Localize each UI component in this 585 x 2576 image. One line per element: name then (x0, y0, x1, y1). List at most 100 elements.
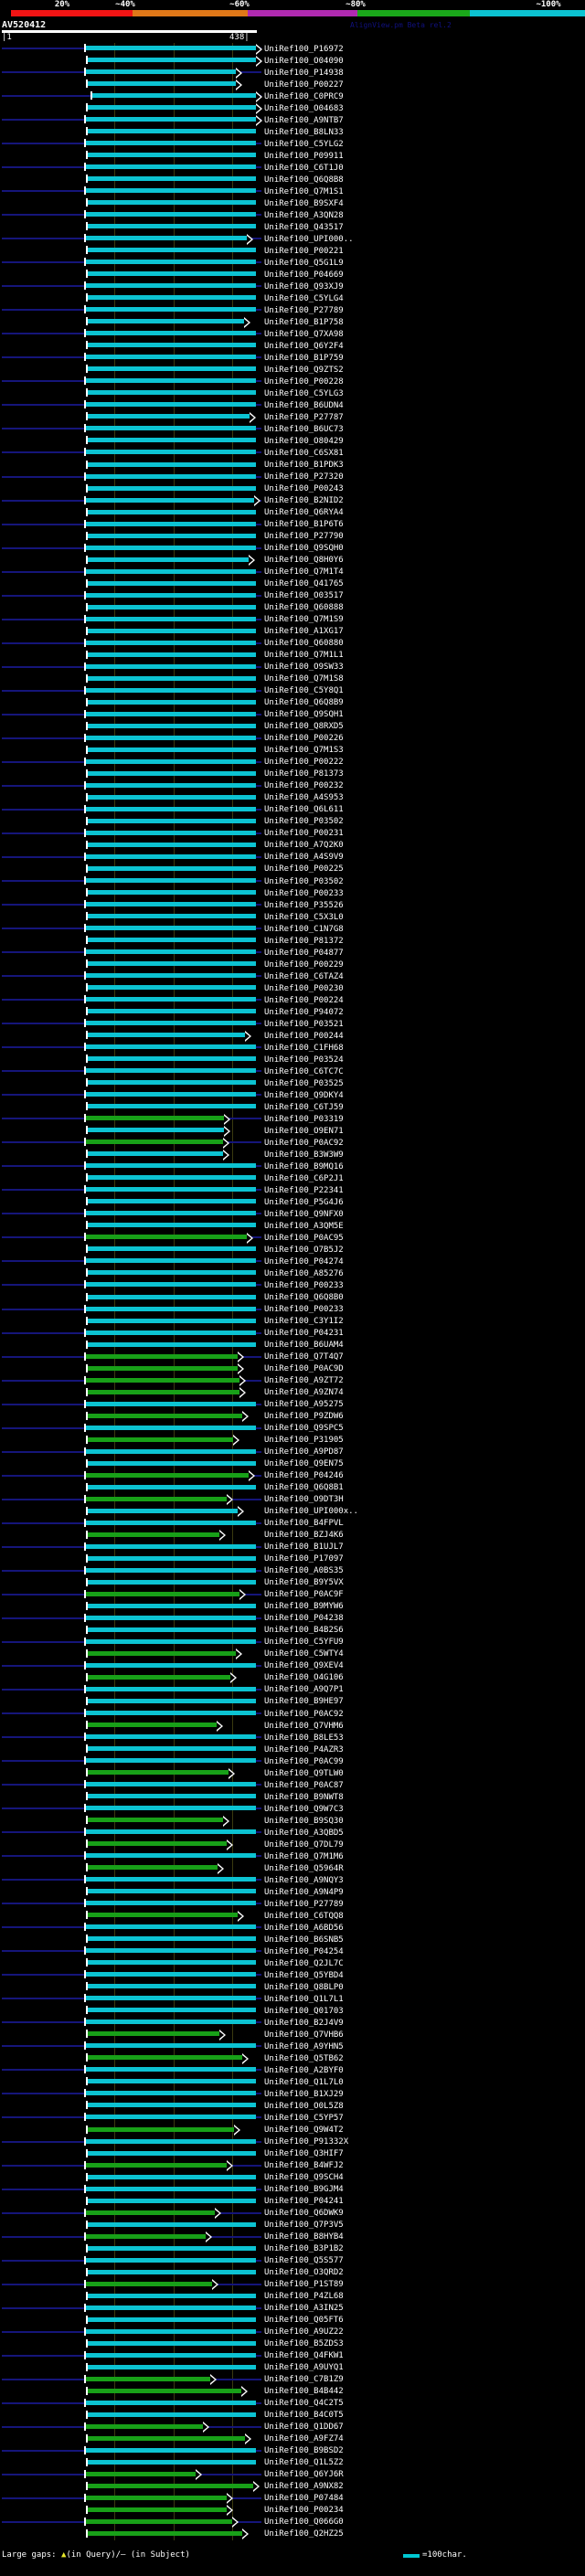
alignment-row[interactable]: UniRef100_B3P1B2 (0, 2243, 585, 2255)
hit-label[interactable]: UniRef100_B9NWT8 (264, 1792, 344, 1802)
alignment-row[interactable]: UniRef100_Q7M1S3 (0, 745, 585, 757)
hit-label[interactable]: UniRef100_A9UYQ1 (264, 2363, 344, 2373)
alignment-bar[interactable] (87, 1698, 256, 1703)
alignment-bar[interactable] (85, 426, 256, 431)
hit-label[interactable]: UniRef100_C0PRC9 (264, 91, 344, 101)
alignment-bar[interactable] (87, 1674, 230, 1680)
alignment-bar[interactable] (87, 1841, 227, 1847)
alignment-row[interactable]: UniRef100_B6UDN4 (0, 399, 585, 411)
alignment-bar[interactable] (85, 545, 256, 550)
alignment-row[interactable]: UniRef100_P81373 (0, 769, 585, 780)
alignment-row[interactable]: UniRef100_Q60888 (0, 602, 585, 614)
alignment-row[interactable]: UniRef100_P03502 (0, 816, 585, 828)
alignment-bar[interactable] (87, 652, 256, 657)
hit-label[interactable]: UniRef100_O03517 (264, 591, 344, 601)
alignment-bar[interactable] (85, 1782, 256, 1787)
alignment-row[interactable]: UniRef100_P03502 (0, 875, 585, 887)
alignment-row[interactable]: UniRef100_Q6Y2F4 (0, 340, 585, 352)
alignment-bar[interactable] (85, 1662, 256, 1668)
alignment-bar[interactable] (87, 794, 256, 800)
alignment-row[interactable]: UniRef100_P00233 (0, 887, 585, 899)
alignment-bar[interactable] (85, 2495, 227, 2500)
alignment-row[interactable]: UniRef100_Q5TB62 (0, 2052, 585, 2064)
alignment-bar[interactable] (87, 865, 256, 871)
alignment-bar[interactable] (87, 1080, 256, 1086)
hit-label[interactable]: UniRef100_P00233 (264, 1280, 344, 1290)
alignment-bar[interactable] (87, 2293, 256, 2298)
hit-label[interactable]: UniRef100_Q6Q8B8 (264, 175, 344, 185)
hit-label[interactable]: UniRef100_P16972 (264, 44, 344, 54)
hit-label[interactable]: UniRef100_P00221 (264, 246, 344, 256)
alignment-row[interactable]: UniRef100_P04246 (0, 1470, 585, 1482)
alignment-row[interactable]: UniRef100_C5Y8Q1 (0, 685, 585, 697)
hit-label[interactable]: UniRef100_Q7M1T4 (264, 567, 344, 578)
alignment-bar[interactable] (85, 473, 256, 479)
alignment-bar[interactable] (87, 319, 244, 324)
alignment-row[interactable]: UniRef100_P0AC95 (0, 1232, 585, 1244)
hit-label[interactable]: UniRef100_C6TC7C (264, 1066, 344, 1076)
alignment-bar[interactable] (85, 2471, 196, 2476)
alignment-bar[interactable] (85, 117, 256, 122)
hit-label[interactable]: UniRef100_Q6Q8B0 (264, 1293, 344, 1302)
alignment-bar[interactable] (87, 914, 256, 919)
alignment-bar[interactable] (85, 1543, 256, 1549)
alignment-row[interactable]: UniRef100_P00221 (0, 245, 585, 257)
alignment-bar[interactable] (87, 2079, 256, 2084)
alignment-bar[interactable] (85, 2186, 256, 2191)
alignment-row[interactable]: UniRef100_Q5964R (0, 1862, 585, 1874)
alignment-bar[interactable] (87, 2530, 242, 2536)
alignment-row[interactable]: UniRef100_Q6L611 (0, 804, 585, 816)
alignment-bar[interactable] (85, 2518, 232, 2524)
alignment-row[interactable]: UniRef100_A4S9V9 (0, 852, 585, 864)
alignment-bar[interactable] (85, 2067, 256, 2072)
alignment-row[interactable]: UniRef100_Q7VHB6 (0, 2029, 585, 2041)
alignment-row[interactable]: UniRef100_P00232 (0, 780, 585, 792)
alignment-row[interactable]: UniRef100_B1P758 (0, 316, 585, 328)
alignment-bar[interactable] (85, 735, 256, 740)
alignment-bar[interactable] (87, 2340, 256, 2346)
hit-label[interactable]: UniRef100_B9MYW6 (264, 1602, 344, 1612)
alignment-row[interactable]: UniRef100_Q7M1S1 (0, 186, 585, 197)
hit-label[interactable]: UniRef100_Q3HIF7 (264, 2149, 344, 2159)
alignment-row[interactable]: UniRef100_P04254 (0, 1945, 585, 1957)
alignment-row[interactable]: UniRef100_B9BSD2 (0, 2445, 585, 2457)
alignment-row[interactable]: UniRef100_O3QRD2 (0, 2267, 585, 2279)
alignment-bar[interactable] (85, 1116, 224, 1121)
alignment-bar[interactable] (85, 1330, 256, 1335)
hit-label[interactable]: UniRef100_B9HE97 (264, 1697, 344, 1707)
alignment-row[interactable]: UniRef100_P94072 (0, 1006, 585, 1018)
hit-label[interactable]: UniRef100_P03319 (264, 1114, 344, 1124)
hit-label[interactable]: UniRef100_A4S9V9 (264, 853, 344, 863)
alignment-bar[interactable] (87, 2055, 242, 2061)
alignment-bar[interactable] (85, 830, 256, 835)
hit-label[interactable]: UniRef100_A1XG17 (264, 627, 344, 637)
alignment-row[interactable]: UniRef100_P27790 (0, 531, 585, 543)
hit-label[interactable]: UniRef100_O04090 (264, 56, 344, 66)
alignment-row[interactable]: UniRef100_C0PRC9 (0, 90, 585, 102)
alignment-row[interactable]: UniRef100_Q9ZTS2 (0, 364, 585, 376)
alignment-bar[interactable] (87, 224, 256, 229)
alignment-row[interactable]: UniRef100_P27787 (0, 411, 585, 423)
alignment-bar[interactable] (91, 93, 256, 99)
alignment-row[interactable]: UniRef100_P04231 (0, 1328, 585, 1340)
hit-label[interactable]: UniRef100_Q9ZTS2 (264, 365, 344, 375)
hit-label[interactable]: UniRef100_Q9EN75 (264, 1459, 344, 1469)
alignment-bar[interactable] (87, 818, 256, 823)
alignment-row[interactable]: UniRef100_P27789 (0, 1898, 585, 1910)
hit-label[interactable]: UniRef100_P5G4J6 (264, 1197, 344, 1207)
alignment-bar[interactable] (85, 1377, 239, 1383)
alignment-row[interactable]: UniRef100_Q066G0 (0, 2517, 585, 2528)
alignment-bar[interactable] (87, 1246, 256, 1252)
alignment-row[interactable]: UniRef100_A9N4P9 (0, 1886, 585, 1898)
hit-label[interactable]: UniRef100_C6TJ59 (264, 1102, 344, 1112)
hit-label[interactable]: UniRef100_P00228 (264, 376, 344, 387)
hit-label[interactable]: UniRef100_P35526 (264, 900, 344, 910)
alignment-row[interactable]: UniRef100_B8LN33 (0, 126, 585, 138)
hit-label[interactable]: UniRef100_B8HYB4 (264, 2232, 344, 2242)
hit-label[interactable]: UniRef100_Q9SQH0 (264, 544, 344, 554)
alignment-row[interactable]: UniRef100_C1FH68 (0, 1042, 585, 1054)
hit-label[interactable]: UniRef100_P04877 (264, 948, 344, 958)
alignment-bar[interactable] (85, 1448, 256, 1454)
alignment-row[interactable]: UniRef100_Q1L7L1 (0, 1993, 585, 2005)
alignment-row[interactable]: UniRef100_A6BD56 (0, 1922, 585, 1934)
